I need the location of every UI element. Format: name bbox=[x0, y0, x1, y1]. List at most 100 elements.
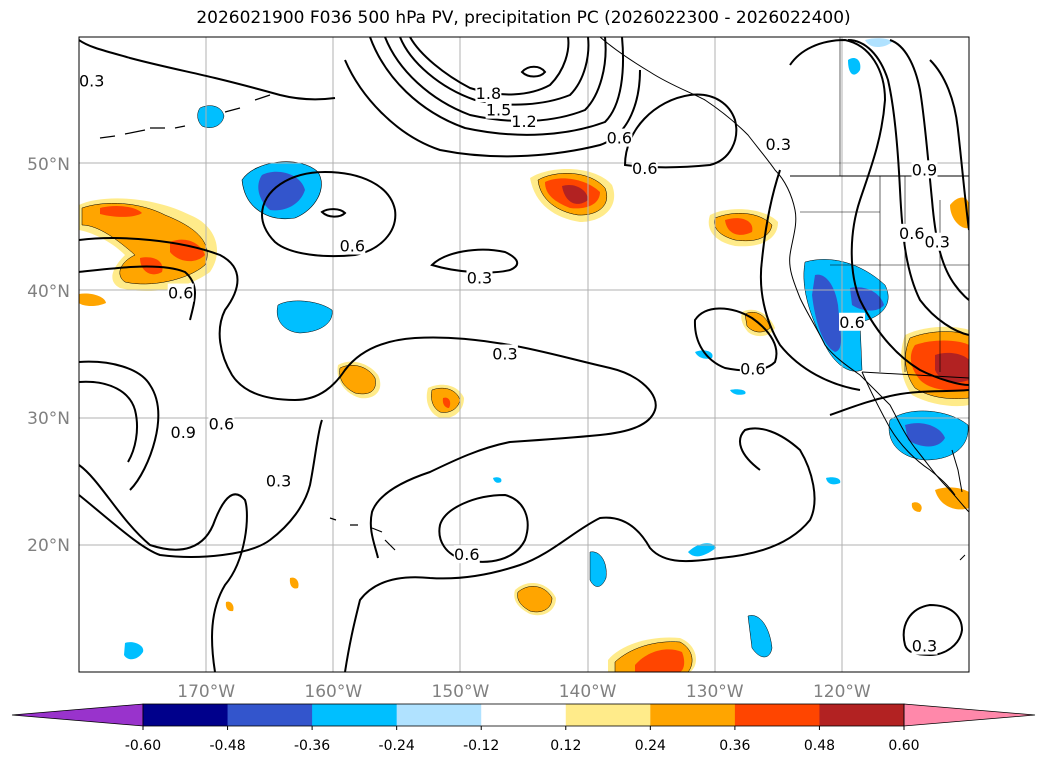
contour-label: 0.3 bbox=[467, 268, 492, 287]
colorbar-label: 0.12 bbox=[550, 738, 581, 754]
contour-label-bg bbox=[924, 232, 951, 251]
contour-label: 0.6 bbox=[839, 313, 864, 332]
precip-blob bbox=[124, 642, 144, 660]
colorbar-box bbox=[650, 704, 736, 726]
contour-0.6-east-loop bbox=[693, 307, 778, 372]
colorbar-box bbox=[396, 704, 482, 726]
precip-blob bbox=[730, 389, 746, 395]
contour-label-bg bbox=[78, 71, 105, 90]
contour-label-bg bbox=[475, 84, 502, 103]
precip-blob bbox=[865, 38, 892, 47]
contour-label: 0.6 bbox=[454, 545, 479, 564]
precip-blob bbox=[197, 105, 225, 128]
colorbar: -0.60 -0.48 -0.36 -0.24 -0.12 0.12 0.24 0.36 0.4… bbox=[11, 703, 1036, 754]
colorbar-box bbox=[227, 704, 313, 726]
colorbar-box bbox=[312, 704, 398, 726]
contour-label-bg bbox=[466, 268, 493, 287]
colorbar-label: -0.36 bbox=[294, 738, 330, 754]
gridlines bbox=[79, 37, 969, 672]
contour-label: 0.3 bbox=[766, 135, 791, 154]
contour-small-loop bbox=[320, 208, 347, 218]
contour-label-bg bbox=[491, 344, 518, 363]
precip-blob bbox=[905, 423, 945, 447]
contour-label: 0.6 bbox=[209, 414, 234, 433]
contour-label-bg bbox=[453, 545, 480, 564]
contour-label-bg bbox=[265, 471, 292, 490]
colorbar-label: -0.60 bbox=[125, 738, 161, 754]
precip-blob bbox=[517, 586, 553, 613]
contour-label: 1.8 bbox=[476, 84, 501, 103]
state-borders bbox=[800, 37, 969, 372]
contour-label-bg bbox=[765, 134, 792, 153]
lat-tick-label: 50°N bbox=[27, 155, 70, 175]
precip-blob bbox=[826, 477, 841, 485]
colorbar-outline bbox=[142, 703, 905, 727]
contour-label-bg bbox=[606, 128, 633, 147]
precip-blob bbox=[747, 615, 773, 658]
precip-blob bbox=[562, 184, 588, 204]
figure-title: 2026021900 F036 500 hPa PV, precipitatio… bbox=[196, 8, 851, 28]
precip-blob bbox=[848, 58, 861, 75]
contour-label-bg bbox=[911, 160, 938, 179]
contour-label-bg bbox=[839, 312, 866, 331]
colorbar-label: -0.24 bbox=[379, 738, 415, 754]
lon-tick-label: 120°W bbox=[813, 682, 871, 702]
coastlines bbox=[99, 37, 969, 561]
us-mexico-border bbox=[861, 371, 969, 379]
map-frame bbox=[78, 36, 970, 673]
contour-label: 1.2 bbox=[511, 112, 536, 131]
contour-label-bg bbox=[511, 112, 537, 131]
contour-label: 0.6 bbox=[168, 284, 193, 303]
lat-tick-label: 20°N bbox=[27, 536, 70, 556]
precip-blob bbox=[950, 197, 969, 229]
contour-label: 0.9 bbox=[171, 423, 196, 442]
contour-0.6-north bbox=[344, 59, 641, 158]
contour-0.6-east bbox=[623, 93, 738, 169]
precip-blob bbox=[81, 203, 208, 285]
colorbar-label: 0.48 bbox=[804, 738, 835, 754]
precip-fill bbox=[79, 38, 969, 672]
precip-blob bbox=[225, 601, 234, 612]
contour-sw-lower bbox=[759, 169, 861, 391]
colorbar-box bbox=[143, 704, 229, 726]
precip-blob bbox=[911, 502, 922, 512]
precip-blob bbox=[276, 300, 333, 334]
contour-0.6-south bbox=[79, 464, 248, 672]
contour-label: 0.6 bbox=[607, 129, 632, 148]
precip-blob bbox=[442, 397, 451, 408]
precip-blob bbox=[258, 171, 305, 211]
lat-tick-label: 40°N bbox=[27, 282, 70, 302]
contour-0.6-southwest bbox=[79, 360, 160, 491]
contour-0.6-west bbox=[79, 265, 196, 321]
colorbar-box bbox=[481, 704, 567, 726]
colorbar-extend-high bbox=[903, 703, 1036, 727]
contour-label-bg bbox=[739, 359, 766, 378]
contour-label-bg bbox=[485, 100, 512, 119]
lat-tick-label: 30°N bbox=[27, 409, 70, 429]
colorbar-box bbox=[819, 704, 905, 726]
colorbar-label: -0.48 bbox=[209, 738, 245, 754]
contour-0.3-main bbox=[79, 237, 657, 559]
contour-0.3-south bbox=[79, 419, 323, 558]
precip-blob bbox=[725, 218, 753, 235]
lon-tick-label: 160°W bbox=[304, 682, 362, 702]
contour-label: 0.3 bbox=[912, 637, 937, 656]
contour-label-bg bbox=[208, 414, 235, 433]
contour-0.3 bbox=[79, 39, 336, 101]
contour-label: 0.9 bbox=[912, 160, 937, 179]
colorbar-extend-low bbox=[11, 703, 144, 727]
coastline-alaska bbox=[599, 37, 969, 513]
hawaii-islands bbox=[329, 517, 396, 551]
contour-label-bg bbox=[898, 223, 925, 242]
contour-1.8 bbox=[409, 37, 570, 96]
contour-0.6-loop bbox=[260, 170, 397, 258]
colorbar-label: 0.36 bbox=[719, 738, 750, 754]
precip-blob bbox=[589, 551, 607, 587]
colorbar-box bbox=[734, 704, 820, 726]
contour-labels: 0.31.81.51.20.60.60.30.90.6 0.30.60.30.60… bbox=[78, 71, 951, 656]
precip-blob bbox=[688, 543, 716, 557]
contour-0.6-west-coast bbox=[847, 39, 969, 336]
contour-label: 0.6 bbox=[340, 237, 365, 256]
lon-tick-label: 130°W bbox=[686, 682, 744, 702]
